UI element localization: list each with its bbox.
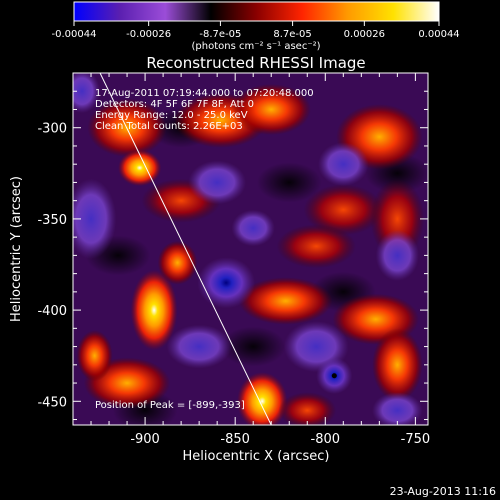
emission-blob bbox=[238, 277, 333, 325]
colorbar-units: (photons cm⁻² s⁻¹ asec⁻²) bbox=[191, 41, 320, 52]
emission-blob bbox=[130, 269, 178, 351]
y-axis-label: Heliocentric Y (arcsec) bbox=[9, 176, 24, 322]
solar-limb-line bbox=[99, 72, 272, 426]
y-tick-label: -350 bbox=[37, 213, 67, 228]
emission-blob bbox=[278, 392, 337, 425]
negative-blob bbox=[231, 209, 275, 247]
annotation-line: 17-Aug-2011 07:19:44.000 to 07:20:48.000 bbox=[95, 88, 314, 99]
colorbar-tick-label: 0.00044 bbox=[418, 29, 459, 40]
colorbar bbox=[73, 1, 440, 22]
colorbar-ticks: -0.00044 -0.00026 -8.7e-05 8.7e-05 0.00026 0.… bbox=[52, 21, 460, 40]
annotation-line: Energy Range: 12.0 - 25.0 keV bbox=[95, 110, 248, 121]
negative-blob bbox=[318, 142, 369, 187]
emission-map bbox=[73, 73, 428, 425]
emission-blob bbox=[231, 83, 311, 136]
peak-marker bbox=[331, 373, 337, 379]
annotation-line: Clean Total counts: 2.26E+03 bbox=[95, 121, 243, 132]
y-tick-label: -400 bbox=[37, 304, 67, 319]
emission-blob bbox=[157, 240, 198, 285]
negative-blob bbox=[372, 392, 423, 425]
negative-blob bbox=[73, 178, 117, 260]
colorbar-tick-label: -0.00026 bbox=[126, 29, 171, 40]
emission-blob bbox=[76, 330, 113, 382]
emission-blob bbox=[236, 372, 288, 425]
emission-blob bbox=[303, 184, 383, 236]
x-axis-label: Heliocentric X (arcsec) bbox=[183, 449, 330, 464]
negative-blob bbox=[197, 257, 256, 309]
emission-blob bbox=[276, 224, 356, 269]
y-axis-ticks: -300 -350 -400 -450 bbox=[37, 72, 428, 421]
x-tick-label: -800 bbox=[311, 432, 341, 447]
plot-frame bbox=[72, 72, 429, 426]
y-tick-label: -300 bbox=[37, 122, 67, 137]
emission-blob bbox=[372, 328, 423, 402]
dark-region bbox=[220, 326, 286, 367]
colorbar-tick-label: 0.00026 bbox=[344, 29, 385, 40]
colorbar-tick-label: 8.7e-05 bbox=[273, 29, 311, 40]
annotation-line: Detectors: 4F 5F 6F 7F 8F, Att 0 bbox=[95, 99, 254, 110]
peak-position-label: Position of Peak = [-899,-393] bbox=[95, 400, 245, 411]
colorbar-tick-label: -0.00044 bbox=[52, 29, 97, 40]
generation-timestamp: 23-Aug-2013 11:16 bbox=[389, 485, 496, 498]
peak-dot bbox=[331, 373, 337, 379]
negative-blob bbox=[166, 324, 232, 369]
chart-title: Reconstructed RHESSI Image bbox=[146, 54, 365, 72]
y-tick-label: -450 bbox=[37, 395, 67, 410]
x-tick-label: -900 bbox=[130, 432, 160, 447]
x-axis-ticks: -900 -850 -800 -750 bbox=[72, 73, 431, 447]
x-tick-label: -750 bbox=[401, 432, 431, 447]
x-tick-label: -850 bbox=[220, 432, 250, 447]
colorbar-tick-label: -8.7e-05 bbox=[199, 29, 241, 40]
dark-region bbox=[256, 162, 322, 203]
annotation-block: 17-Aug-2011 07:19:44.000 to 07:20:48.000… bbox=[95, 88, 314, 132]
negative-blob bbox=[375, 229, 419, 281]
negative-blob bbox=[188, 160, 246, 205]
negative-blob bbox=[73, 73, 101, 114]
